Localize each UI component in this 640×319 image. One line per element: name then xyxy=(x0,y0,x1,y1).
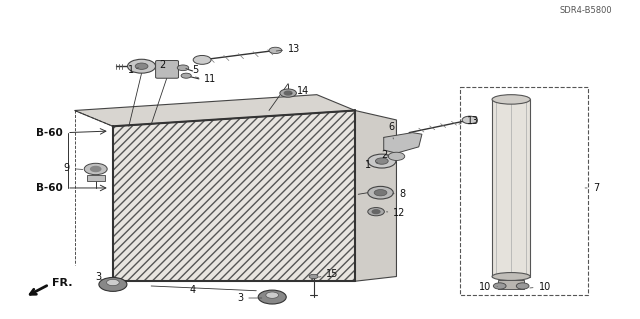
Circle shape xyxy=(368,186,394,199)
Text: 8: 8 xyxy=(393,189,406,199)
Circle shape xyxy=(127,59,156,73)
Circle shape xyxy=(368,154,396,168)
Polygon shape xyxy=(384,133,422,153)
Circle shape xyxy=(516,283,529,289)
Circle shape xyxy=(269,47,282,54)
Circle shape xyxy=(388,152,404,160)
Text: 13: 13 xyxy=(459,116,479,126)
Ellipse shape xyxy=(492,272,531,280)
Circle shape xyxy=(258,290,286,304)
Circle shape xyxy=(177,65,189,70)
Text: 12: 12 xyxy=(387,208,406,218)
Text: 3: 3 xyxy=(237,293,262,303)
Text: 2: 2 xyxy=(381,150,389,160)
Circle shape xyxy=(193,56,211,64)
Text: 4: 4 xyxy=(189,285,195,295)
Text: 2: 2 xyxy=(159,60,166,70)
Bar xyxy=(499,280,524,289)
Text: FR.: FR. xyxy=(52,278,73,288)
Text: 6: 6 xyxy=(389,122,395,139)
Circle shape xyxy=(493,283,506,289)
Circle shape xyxy=(462,116,477,124)
Circle shape xyxy=(84,163,107,175)
Circle shape xyxy=(91,167,100,172)
Circle shape xyxy=(374,189,387,196)
Text: B-60: B-60 xyxy=(36,183,63,193)
Text: B-60: B-60 xyxy=(36,128,63,137)
Polygon shape xyxy=(75,95,355,126)
Circle shape xyxy=(372,210,380,214)
Text: 5: 5 xyxy=(186,65,199,75)
Text: 14: 14 xyxy=(291,85,309,96)
Ellipse shape xyxy=(492,95,531,104)
Circle shape xyxy=(309,274,318,279)
Text: 1: 1 xyxy=(365,160,378,170)
FancyBboxPatch shape xyxy=(156,61,179,78)
Bar xyxy=(87,175,104,181)
Circle shape xyxy=(368,208,385,216)
Circle shape xyxy=(99,278,127,291)
Circle shape xyxy=(181,73,191,78)
Text: 1: 1 xyxy=(127,65,138,75)
Circle shape xyxy=(106,279,119,286)
Polygon shape xyxy=(355,110,396,281)
Text: 15: 15 xyxy=(319,269,339,279)
Circle shape xyxy=(266,292,278,298)
Circle shape xyxy=(280,89,296,97)
Text: 10: 10 xyxy=(530,282,551,292)
Bar xyxy=(492,100,531,277)
Polygon shape xyxy=(113,110,355,281)
Text: 7: 7 xyxy=(585,183,599,193)
Circle shape xyxy=(135,63,148,69)
Circle shape xyxy=(284,91,292,95)
Text: 13: 13 xyxy=(276,44,300,54)
Text: 9: 9 xyxy=(64,163,83,173)
Text: 11: 11 xyxy=(195,74,216,84)
Text: SDR4-B5800: SDR4-B5800 xyxy=(559,6,612,15)
Bar xyxy=(460,87,588,295)
Text: 10: 10 xyxy=(479,282,497,292)
Circle shape xyxy=(376,158,388,164)
Text: 3: 3 xyxy=(96,271,102,281)
